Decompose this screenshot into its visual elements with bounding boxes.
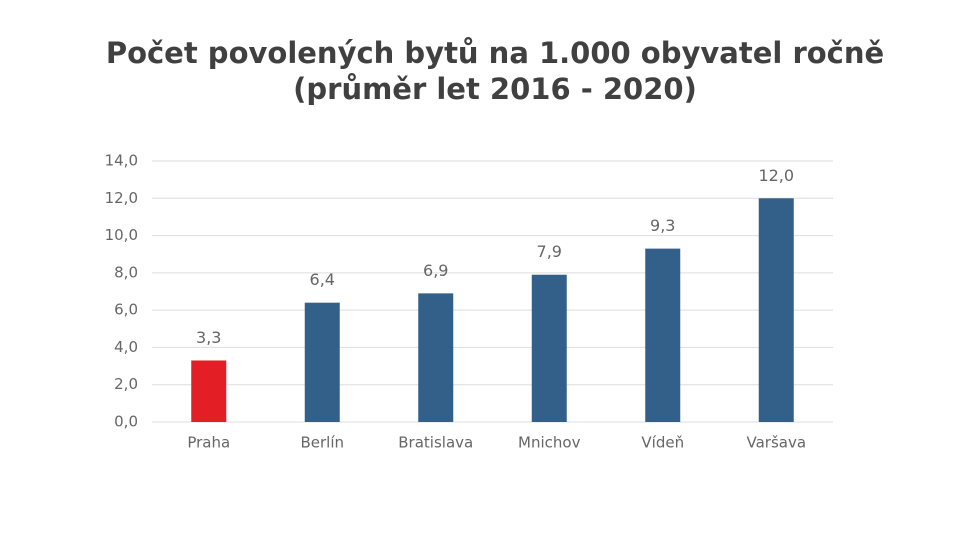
- x-tick-label: Mnichov: [518, 434, 581, 452]
- bar: [418, 293, 454, 422]
- bar: [645, 248, 681, 422]
- bar: [304, 302, 340, 422]
- bar: [191, 360, 227, 422]
- data-label: 3,3: [196, 328, 221, 347]
- x-tick-label: Berlín: [300, 434, 344, 452]
- chart-title: Počet povolených bytů na 1.000 obyvatel …: [106, 36, 884, 70]
- chart-title: (průměr let 2016 - 2020): [293, 72, 697, 106]
- y-tick-label: 0,0: [114, 413, 138, 431]
- data-label: 7,9: [537, 242, 562, 261]
- y-tick-label: 10,0: [105, 226, 138, 244]
- bar: [531, 274, 567, 422]
- data-label: 12,0: [758, 166, 794, 185]
- y-tick-label: 6,0: [114, 301, 138, 319]
- data-label: 9,3: [650, 216, 675, 235]
- y-tick-label: 14,0: [105, 152, 138, 170]
- x-tick-label: Bratislava: [398, 434, 473, 452]
- y-tick-label: 2,0: [114, 375, 138, 393]
- y-tick-label: 8,0: [114, 263, 138, 281]
- y-tick-label: 4,0: [114, 338, 138, 356]
- x-tick-label: Praha: [187, 434, 230, 452]
- y-tick-label: 12,0: [105, 189, 138, 207]
- bar: [758, 198, 794, 422]
- x-tick-label: Varšava: [746, 434, 806, 452]
- data-label: 6,4: [310, 270, 335, 289]
- data-label: 6,9: [423, 261, 448, 280]
- x-tick-label: Vídeň: [641, 434, 684, 452]
